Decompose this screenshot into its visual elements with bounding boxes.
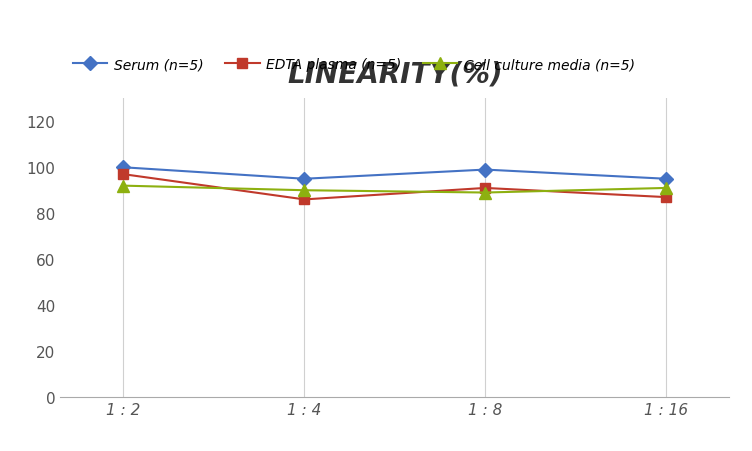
Serum (n=5) xyxy=(300,177,309,182)
Serum (n=5) xyxy=(481,167,490,173)
Title: LINEARITY(%): LINEARITY(%) xyxy=(287,60,502,88)
Cell culture media (n=5) xyxy=(662,186,671,191)
EDTA plasma (n=5) xyxy=(662,195,671,200)
EDTA plasma (n=5) xyxy=(481,186,490,191)
Legend: Serum (n=5), EDTA plasma (n=5), Cell culture media (n=5): Serum (n=5), EDTA plasma (n=5), Cell cul… xyxy=(67,53,641,78)
Line: Serum (n=5): Serum (n=5) xyxy=(119,163,671,184)
Cell culture media (n=5) xyxy=(481,190,490,196)
Cell culture media (n=5) xyxy=(119,184,128,189)
EDTA plasma (n=5) xyxy=(119,172,128,178)
Line: Cell culture media (n=5): Cell culture media (n=5) xyxy=(118,181,672,198)
Line: EDTA plasma (n=5): EDTA plasma (n=5) xyxy=(119,170,671,205)
Serum (n=5) xyxy=(119,165,128,170)
EDTA plasma (n=5) xyxy=(300,197,309,202)
Cell culture media (n=5) xyxy=(300,188,309,193)
Serum (n=5) xyxy=(662,177,671,182)
